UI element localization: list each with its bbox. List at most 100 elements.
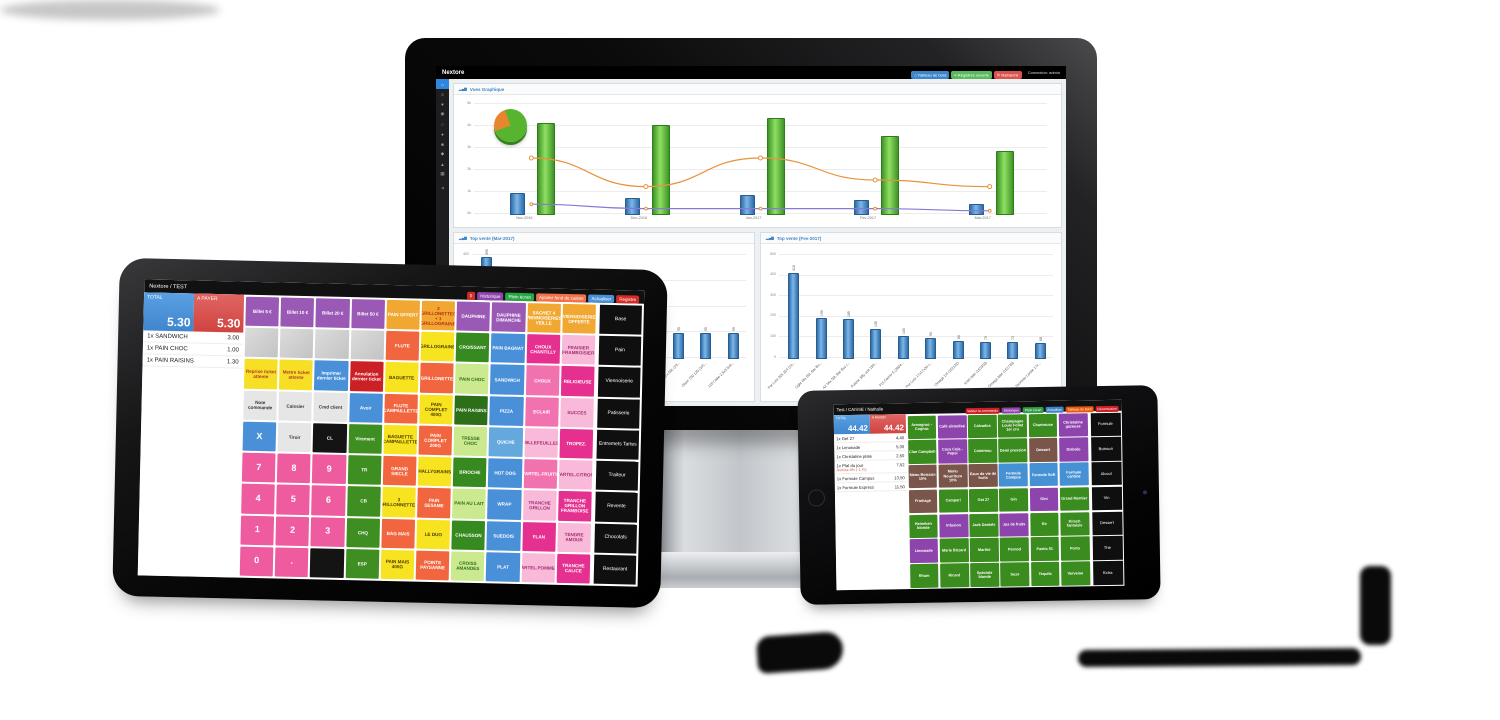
pos-cell-infusion[interactable]: Infusion xyxy=(939,513,969,538)
home-button[interactable] xyxy=(807,489,826,507)
pos-cell-blank[interactable] xyxy=(279,328,314,359)
pos-cell-eaux-de-vie-de-fruits[interactable]: Eaux de vie de fruits xyxy=(968,463,998,488)
home-icon[interactable]: ⌂ xyxy=(436,79,449,89)
pos-cell-champagne-louis-follet-1er-cru[interactable]: Champagne Louis Follet 1er cru xyxy=(997,413,1028,438)
pos-cell-cb[interactable]: CB xyxy=(346,486,381,517)
pos-cell-mettre-ticket-attente[interactable]: Mettre ticket attente xyxy=(279,359,314,390)
pos-cell-marie-brizard[interactable]: Marie Brizard xyxy=(939,538,969,563)
pos-cell-grillograine[interactable]: GRILLOGRAINE xyxy=(420,331,455,362)
pos-cell-virement[interactable]: Virement xyxy=(348,423,382,454)
pos-cell-hot-dog[interactable]: HOT DOG xyxy=(488,458,523,489)
pos-cell-2[interactable]: 2 xyxy=(275,515,310,546)
pos-cell-baguette-campaillette[interactable]: BAGUETTE CAMPAILLETTE xyxy=(383,424,418,455)
pos-cell-imprimer-dernier-ticket[interactable]: Imprimer dernier ticket xyxy=(314,360,349,391)
category-revente[interactable]: Revente xyxy=(595,492,638,523)
pos-cell-tresse-choc[interactable]: TRESSE CHOC xyxy=(453,426,488,457)
pos-cell-pain-complet-200g[interactable]: PAIN COMPLET 200G xyxy=(418,425,453,456)
pos-cell-3-grillonnettes[interactable]: 3 GRILLONNETTES xyxy=(381,487,416,518)
pos-cell-menu-nourriture-10[interactable]: Menu Nourriture 10% xyxy=(938,464,968,488)
pos-cell-reprise-ticket-attente[interactable]: Reprise ticket attente xyxy=(243,359,278,390)
pos-cell-martini[interactable]: Martini xyxy=(969,538,999,562)
pos-cell-esp[interactable]: ESP xyxy=(345,548,380,579)
pos-cell-menu-boisson-10[interactable]: Menu Boisson 10% xyxy=(908,464,938,489)
pos-cell-gin[interactable]: Gin xyxy=(999,488,1029,512)
pos-cell-tranche-grillon[interactable]: TRANCHE GRILLON xyxy=(522,490,557,521)
favorites-icon[interactable]: ♥ xyxy=(441,101,444,107)
pos-cell-rhum[interactable]: Rhum xyxy=(909,563,939,588)
pos-cell-caf-alcoolis[interactable]: Café alcoolisé xyxy=(937,414,967,439)
pos-cell-flute-campaillette[interactable]: FLUTE CAMPAILLETTE xyxy=(384,393,418,424)
customers-icon[interactable]: ● xyxy=(441,131,444,137)
pos-cell-tranche-calice[interactable]: TRANCHE CALICE xyxy=(556,553,591,584)
category-boisson[interactable]: Boisson xyxy=(1090,437,1121,461)
pos-cell-blank[interactable] xyxy=(350,330,385,361)
pos-cell-succes[interactable]: SUCCES xyxy=(559,397,594,428)
rafra-chir-button[interactable]: ↻ Rafraîchir xyxy=(993,71,1022,79)
pos-cell-suedois[interactable]: SUEDOIS xyxy=(486,520,521,551)
pos-cell-flan[interactable]: FLAN xyxy=(521,521,556,552)
pos-cell-choux-chantilly[interactable]: CHOUX CHANTILLY xyxy=(526,334,561,365)
pos-cell-sp-ciale-blonde[interactable]: Spéciale blonde xyxy=(970,562,1000,587)
category-vin[interactable]: Vin xyxy=(1091,486,1122,511)
camera-icon[interactable]: ◉ xyxy=(440,111,445,116)
pos-cell-cointreau[interactable]: Cointreau xyxy=(968,438,998,463)
pos-cell-pain-au-lait[interactable]: PAIN AU LAIT xyxy=(452,488,487,519)
pos-cell-grillonette[interactable]: GRILLONETTE xyxy=(419,363,454,394)
pos-cell-cell[interactable]: . xyxy=(274,547,309,578)
pos-cell-armagnac-cognac[interactable]: Armagnac - Cognac xyxy=(907,415,937,439)
pos-cell-brioche[interactable]: BRIOCHE xyxy=(452,457,487,488)
tableau-de-bord-button[interactable]: ⌂ Tableau de bord xyxy=(911,71,950,79)
pos-cell-formule-soft[interactable]: Formule Soft xyxy=(1029,462,1059,487)
pos-cell-limonade[interactable]: Limonade xyxy=(909,539,939,563)
pos-cell-avoir[interactable]: Avoir xyxy=(348,392,383,423)
settings-icon[interactable]: ◆ xyxy=(440,151,445,156)
pos-cell-chq[interactable]: CHQ xyxy=(346,517,380,548)
category-formule[interactable]: Formule xyxy=(1090,412,1121,437)
pos-cell-billet-50[interactable]: Billet 50 € xyxy=(350,299,385,330)
pos-cell-7[interactable]: 7 xyxy=(241,452,276,483)
pos-cell-tendre-amour[interactable]: TENDRE AMOUR xyxy=(557,522,592,553)
pos-cell-9[interactable]: 9 xyxy=(312,454,347,485)
pos-cell-pain-complet-400g[interactable]: PAIN COMPLET 400G xyxy=(419,394,454,425)
pos-cell-sandwich[interactable]: SANDWICH xyxy=(490,364,525,395)
pos-cell-dessert[interactable]: Dessert xyxy=(1028,438,1058,462)
pos-cell-croissant[interactable]: CROISSANT xyxy=(455,332,490,363)
pos-cell-heineken-blonde[interactable]: Heineken blonde xyxy=(908,514,938,539)
category-patisserie[interactable]: Patisserie xyxy=(597,398,640,429)
pos-cell-tr[interactable]: TR xyxy=(347,455,382,486)
pos-cell-diabolo[interactable]: Diabolo xyxy=(1058,437,1088,462)
category-alcool[interactable]: Alcool xyxy=(1091,461,1122,486)
pos-cell-tropez[interactable]: TROPEZ. xyxy=(559,428,594,459)
pos-cell-dauphine[interactable]: DAUPHINE xyxy=(456,301,491,332)
pos-cell-religieuse[interactable]: RELIGIEUSE xyxy=(560,366,595,397)
pos-cell-flute[interactable]: FLUTE xyxy=(385,331,420,362)
pos-cell-kirsch-fantaisie[interactable]: Kirsch fantaisie xyxy=(1060,511,1090,536)
pos-cell-jus-de-fruits[interactable]: Jus de fruits xyxy=(999,512,1029,537)
registers-icon[interactable]: ▲ xyxy=(440,161,445,167)
pos-cell-3[interactable]: 3 xyxy=(310,516,345,547)
pos-cell-pain-sesame[interactable]: PAIN SESAME xyxy=(417,487,451,518)
pos-cell-tranche-grillon-framboise[interactable]: TRANCHE GRILLON FRAMBOISE xyxy=(557,491,592,522)
category-base[interactable]: Base xyxy=(599,304,642,335)
pos-cell-cl[interactable]: CL xyxy=(312,423,347,454)
pos-cell-caissier[interactable]: Caissier xyxy=(278,391,313,422)
pos-cell-demi-pression[interactable]: Demi pression xyxy=(998,438,1028,463)
pos-cell-pain-raisins[interactable]: PAIN RAISINS xyxy=(454,395,489,426)
pos-cell-blank[interactable] xyxy=(244,327,279,358)
products-icon[interactable]: ■ xyxy=(441,141,444,147)
category-chocolats[interactable]: Chocolats xyxy=(594,523,637,554)
pos-cell-quiche[interactable]: QUICHE xyxy=(488,427,523,458)
pos-cell-pastis-51[interactable]: Pastis 51 xyxy=(1030,537,1060,561)
category-extra[interactable]: Extra xyxy=(1092,560,1123,585)
pos-cell-gini[interactable]: Gini xyxy=(1029,487,1059,512)
pos-cell-porto[interactable]: Porto xyxy=(1060,536,1090,561)
pos-cell-get-27[interactable]: Get 27 xyxy=(968,488,999,513)
pos-cell-pain-choc[interactable]: PAIN CHOC xyxy=(455,363,489,394)
pos-cell-tiroir[interactable]: Tiroir xyxy=(277,422,312,453)
pos-cell-jack-daniels[interactable]: Jack Daniels xyxy=(969,513,999,538)
pos-cell-0[interactable]: 0 xyxy=(239,546,274,577)
pos-cell-fraisier-framboisier[interactable]: FRAISIER FRAMBOISIER xyxy=(561,335,596,366)
pos-cell-le-duo[interactable]: LE DUO xyxy=(416,519,451,550)
collapse-icon[interactable]: ◀ xyxy=(441,186,444,190)
pos-cell-chartreuse[interactable]: Chartreuse xyxy=(1028,413,1058,437)
